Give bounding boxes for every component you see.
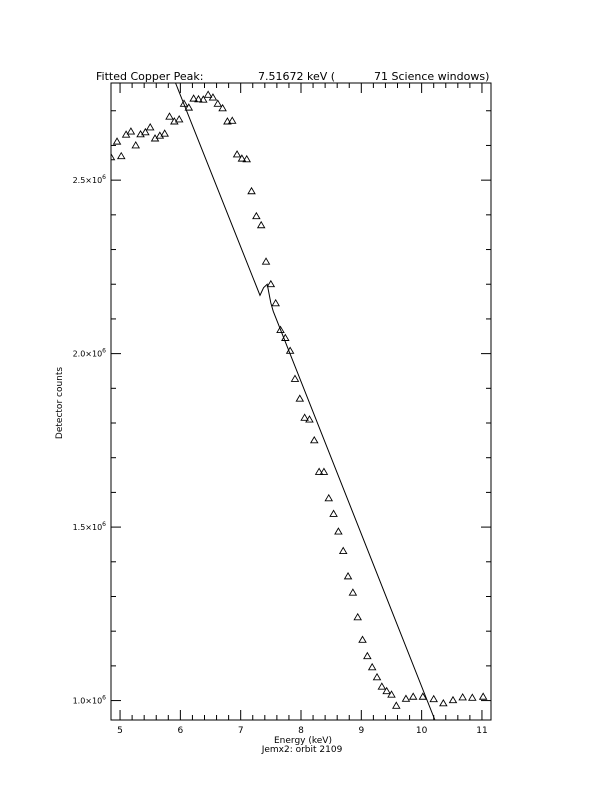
data-point [387, 690, 396, 698]
data-point [155, 131, 165, 139]
chart-title-peak: 7.51672 keV ( [258, 70, 335, 83]
x-tick-label: 8 [298, 726, 304, 736]
data-point [184, 103, 194, 111]
data-point [314, 467, 324, 475]
data-point [112, 137, 122, 145]
y-tick-label: 2.5×106 [73, 174, 107, 185]
data-point [242, 154, 251, 163]
data-point [203, 90, 213, 98]
data-point [429, 694, 438, 703]
data-point [448, 695, 458, 704]
data-point [319, 467, 329, 475]
data-point [382, 686, 391, 695]
x-axis-label: Energy (keV) [274, 736, 332, 746]
data-point [237, 154, 247, 162]
data-point [223, 117, 232, 125]
data-point [372, 672, 382, 681]
data-point [266, 279, 276, 288]
data-point [227, 116, 237, 124]
data-point [348, 588, 358, 596]
data-point [252, 211, 261, 220]
x-axis: 5 6 7 8 9 10 11 [117, 83, 488, 736]
y-tick-label: 1.5×106 [73, 521, 107, 532]
data-point [343, 571, 353, 580]
data-point [377, 682, 387, 690]
data-point [256, 220, 266, 229]
data-point [218, 103, 227, 112]
y-tick-label: 2.0×106 [73, 348, 107, 359]
fit-line [175, 83, 436, 720]
data-point [232, 150, 242, 158]
data-point [329, 509, 338, 517]
data-point [116, 151, 126, 160]
x-tick-label: 10 [416, 726, 428, 736]
data-point [111, 152, 116, 161]
data-point [136, 129, 145, 138]
x-tick-label: 9 [358, 726, 364, 736]
y-axis-label: Detector counts [55, 367, 65, 439]
data-point [309, 435, 319, 444]
chart-title-windows: 71 Science windows) [374, 70, 489, 83]
data-point [160, 129, 169, 137]
data-point [305, 415, 314, 423]
data-point [126, 127, 136, 135]
data-point [300, 413, 309, 421]
data-point [353, 612, 362, 621]
data-point [194, 94, 203, 103]
data-point [401, 694, 411, 702]
data-point [478, 692, 488, 700]
data-point [363, 651, 372, 660]
x-tick-label: 5 [117, 726, 123, 736]
data-point [295, 394, 305, 402]
plot-marks [111, 83, 488, 720]
y-axis: 1.0×106 1.5×106 2.0×106 2.5×106 [73, 110, 491, 706]
data-point [458, 693, 467, 701]
data-point [174, 115, 184, 123]
data-point [358, 635, 367, 643]
data-point [367, 662, 377, 671]
y-tick-label: 1.0×106 [73, 695, 107, 706]
x-tick-label: 11 [476, 726, 487, 736]
data-point [338, 546, 348, 554]
data-point [261, 257, 271, 265]
x-tick-label: 6 [177, 726, 183, 736]
data-point [334, 527, 343, 535]
data-point [271, 298, 280, 307]
data-point [418, 692, 428, 700]
data-point [408, 692, 418, 700]
data-point [189, 94, 198, 102]
data-point [213, 99, 223, 107]
data-point [145, 123, 155, 131]
data-point [324, 493, 334, 502]
data-point [131, 141, 141, 149]
data-point [141, 127, 150, 136]
data-point [439, 698, 448, 707]
data-point [468, 693, 477, 701]
x-tick-label: 7 [238, 726, 244, 736]
chart-title-label: Fitted Copper Peak: [96, 70, 203, 83]
data-point [276, 325, 285, 333]
data-point [208, 93, 218, 101]
data-point [247, 186, 256, 195]
chart-subtitle: Jemx2: orbit 2109 [261, 745, 343, 755]
data-point [290, 374, 300, 382]
data-point [392, 701, 401, 709]
data-point [199, 95, 208, 103]
data-point [165, 112, 174, 120]
data-point [179, 99, 189, 107]
